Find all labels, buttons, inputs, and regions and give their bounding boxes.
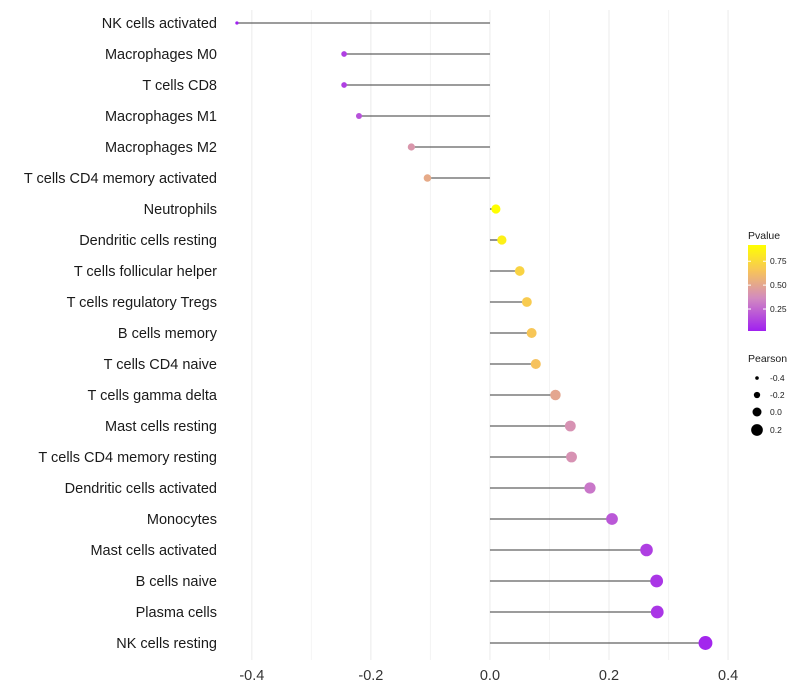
x-tick-label: -0.4: [239, 668, 264, 684]
size-legend-dot: [751, 424, 763, 436]
lollipop-point: [566, 451, 577, 463]
category-label: Macrophages M1: [105, 109, 217, 125]
lollipop-point: [650, 574, 664, 588]
category-label: Neutrophils: [144, 202, 217, 218]
x-tick-labels: -0.4 -0.2 0.0 0.2 0.4: [239, 668, 738, 684]
size-legend-dot: [755, 376, 759, 380]
lollipop-point: [650, 605, 664, 619]
size-legend-label: -0.4: [770, 373, 785, 383]
colorbar-tick-label: 0.75: [770, 256, 787, 266]
category-label: T cells follicular helper: [74, 264, 217, 280]
size-legend-label: 0.2: [770, 425, 782, 435]
lollipop-points: [235, 21, 713, 650]
category-label: T cells CD4 memory activated: [24, 171, 217, 187]
category-label: T cells CD4 memory resting: [38, 450, 217, 466]
lollipop-point: [497, 235, 507, 245]
category-label: Mast cells activated: [90, 543, 217, 559]
colorbar-tick-label: 0.25: [770, 304, 787, 314]
x-tick-label: -0.2: [358, 668, 383, 684]
category-label: Macrophages M2: [105, 140, 217, 156]
size-legend-dot: [753, 391, 761, 399]
lollipop-point: [606, 513, 618, 525]
category-label: Monocytes: [147, 512, 217, 528]
category-label: B cells memory: [118, 326, 218, 342]
lollipop-point: [550, 389, 561, 401]
lollipop-point: [514, 266, 525, 276]
pvalue-legend: Pvalue 0.25 0.50 0.75: [748, 230, 787, 331]
size-legend-label: -0.2: [770, 390, 785, 400]
lollipop-point: [640, 543, 653, 557]
pvalue-legend-title: Pvalue: [748, 230, 780, 242]
category-label: Dendritic cells activated: [65, 481, 217, 497]
lollipop-point: [423, 174, 432, 182]
category-label: B cells naive: [136, 574, 217, 590]
x-tick-label: 0.4: [718, 668, 738, 684]
lollipop-point: [584, 482, 596, 494]
category-label: Plasma cells: [136, 605, 217, 621]
x-tick-label: 0.0: [480, 668, 500, 684]
pvalue-colorbar: [748, 245, 766, 331]
lollipop-point: [407, 143, 415, 151]
category-label: Macrophages M0: [105, 47, 217, 63]
lollipop-point: [526, 328, 537, 338]
lollipop-point: [521, 297, 532, 307]
lollipop-point: [341, 82, 347, 88]
lollipop-point: [564, 420, 576, 432]
category-label: Dendritic cells resting: [79, 233, 217, 249]
colorbar-tick-label: 0.50: [770, 280, 787, 290]
category-label: T cells CD8: [142, 78, 217, 94]
category-label: T cells gamma delta: [88, 388, 218, 404]
x-tick-label: 0.2: [599, 668, 619, 684]
lollipop-stems: [236, 22, 706, 644]
lollipop-point: [355, 112, 362, 120]
size-legend-dot: [752, 407, 762, 417]
pearson-legend-title: Pearson: [748, 353, 787, 365]
category-label: T cells regulatory Tregs: [67, 295, 217, 311]
category-label: NK cells resting: [116, 636, 217, 652]
lollipop-point: [491, 204, 501, 214]
size-legend-label: 0.0: [770, 407, 782, 417]
category-labels: NK cells activated Macrophages M0 T cells …: [24, 16, 218, 652]
grid-lines: [251, 10, 729, 660]
category-label: Mast cells resting: [105, 419, 217, 435]
lollipop-point: [235, 21, 239, 25]
category-label: T cells CD4 naive: [104, 357, 217, 373]
pearson-legend: Pearson -0.4 -0.2 0.0 0.2: [748, 353, 787, 436]
lollipop-point: [341, 51, 347, 57]
lollipop-point: [530, 358, 541, 370]
category-label: NK cells activated: [102, 16, 217, 32]
lollipop-point: [698, 636, 713, 650]
